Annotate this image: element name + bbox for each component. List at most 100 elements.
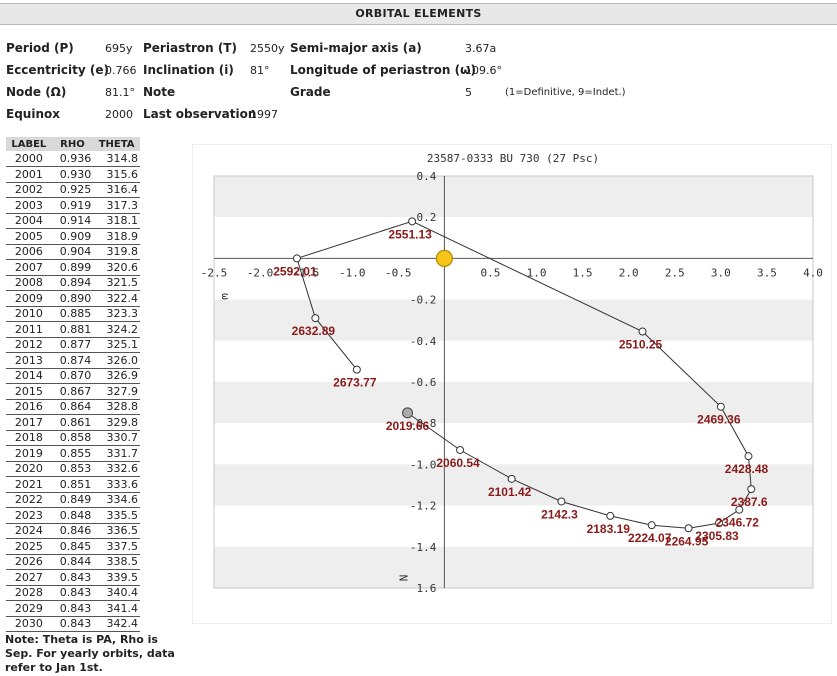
inclination-value: 81° bbox=[250, 64, 270, 77]
x-tick-label: -2.5 bbox=[201, 266, 228, 279]
rho-cell: 0.899 bbox=[51, 259, 94, 276]
longitude-value: 109.6° bbox=[465, 64, 502, 77]
label-cell: 2028 bbox=[6, 585, 52, 601]
theta-cell: 321.5 bbox=[93, 275, 140, 291]
rho-cell: 0.914 bbox=[51, 213, 94, 229]
theta-cell: 329.8 bbox=[93, 414, 140, 431]
orbital-elements-header: ORBITAL ELEMENTS bbox=[0, 3, 837, 25]
theta-cell: 341.4 bbox=[93, 600, 140, 617]
theta-cell: 330.7 bbox=[93, 430, 140, 446]
orbit-point-label: 2592.01 bbox=[273, 264, 317, 278]
periastron-value: 2550y bbox=[250, 42, 285, 55]
theta-cell: 339.5 bbox=[93, 569, 140, 586]
orbit-point bbox=[456, 445, 465, 454]
theta-cell: 317.3 bbox=[93, 197, 140, 214]
label-cell: 2021 bbox=[6, 476, 52, 493]
table-row: 2029 0.843 341.4 bbox=[6, 600, 140, 617]
theta-cell: 318.9 bbox=[93, 228, 140, 245]
grade-value: 5 bbox=[465, 86, 472, 99]
x-tick-label: 3.5 bbox=[757, 266, 777, 279]
ephemeris-header-row: LABEL RHO THETA bbox=[6, 137, 140, 151]
orbit-point bbox=[747, 485, 756, 494]
orbit-point bbox=[647, 521, 656, 530]
table-row: 2005 0.909 318.9 bbox=[6, 228, 140, 245]
rho-cell: 0.858 bbox=[51, 430, 94, 446]
table-row: 2003 0.919 317.3 bbox=[6, 197, 140, 214]
theta-cell: 333.6 bbox=[93, 476, 140, 493]
table-row: 2022 0.849 334.6 bbox=[6, 492, 140, 508]
label-cell: 2027 bbox=[6, 569, 52, 586]
x-tick-label: -1.0 bbox=[339, 266, 366, 279]
rho-cell: 0.855 bbox=[51, 445, 94, 462]
note-label: Note bbox=[143, 85, 176, 99]
theta-cell: 320.6 bbox=[93, 259, 140, 276]
table-row: 2021 0.851 333.6 bbox=[6, 476, 140, 493]
rho-cell: 0.870 bbox=[51, 368, 94, 384]
theta-cell: 326.0 bbox=[93, 352, 140, 369]
rho-cell: 0.843 bbox=[51, 569, 94, 586]
rho-cell: 0.919 bbox=[51, 197, 94, 214]
theta-cell: 315.6 bbox=[93, 166, 140, 183]
label-cell: 2015 bbox=[6, 383, 52, 400]
table-row: 2016 0.864 328.8 bbox=[6, 399, 140, 415]
theta-cell: 328.8 bbox=[93, 399, 140, 415]
x-axis-label: ω bbox=[219, 293, 232, 300]
table-row: 2012 0.877 325.1 bbox=[6, 337, 140, 353]
semimajor-label: Semi-major axis (a) bbox=[290, 41, 422, 55]
table-row: 2026 0.844 338.5 bbox=[6, 554, 140, 570]
label-cell: 2012 bbox=[6, 337, 52, 353]
theta-cell: 318.1 bbox=[93, 213, 140, 229]
table-row: 2009 0.890 322.4 bbox=[6, 290, 140, 307]
label-cell: 2009 bbox=[6, 290, 52, 307]
chart-title: 23587-0333 BU 730 (27 Psc) bbox=[427, 152, 599, 165]
rho-cell: 0.864 bbox=[51, 399, 94, 415]
rho-cell: 0.877 bbox=[51, 337, 94, 353]
label-cell: 2003 bbox=[6, 197, 52, 214]
x-tick-label: 2.0 bbox=[619, 266, 639, 279]
theta-cell: 316.4 bbox=[93, 182, 140, 198]
orbit-point-label: 2142.3 bbox=[541, 507, 578, 521]
label-cell: 2025 bbox=[6, 538, 52, 555]
theta-cell: 337.5 bbox=[93, 538, 140, 555]
y-tick-label: 1.6 bbox=[417, 582, 437, 595]
table-row: 2008 0.894 321.5 bbox=[6, 275, 140, 291]
orbit-point-label: 2101.42 bbox=[488, 485, 532, 499]
table-row: 2019 0.855 331.7 bbox=[6, 445, 140, 462]
rho-cell: 0.930 bbox=[51, 166, 94, 183]
theta-cell: 319.8 bbox=[93, 244, 140, 260]
label-cell: 2010 bbox=[6, 306, 52, 322]
theta-cell: 323.3 bbox=[93, 306, 140, 322]
orbit-point bbox=[408, 217, 417, 226]
y-tick-label: -0.6 bbox=[410, 376, 437, 389]
rho-cell: 0.909 bbox=[51, 228, 94, 245]
orbit-point-label: 2510.25 bbox=[619, 338, 663, 352]
y-tick-label: -0.4 bbox=[410, 335, 437, 348]
grid-band bbox=[214, 176, 813, 218]
theta-cell: 338.5 bbox=[93, 554, 140, 570]
label-cell: 2020 bbox=[6, 461, 52, 477]
label-cell: 2008 bbox=[6, 275, 52, 291]
label-cell: 2029 bbox=[6, 600, 52, 617]
col-label-header: LABEL bbox=[6, 137, 52, 151]
orbit-point-label: 2632.89 bbox=[292, 324, 336, 338]
rho-cell: 0.845 bbox=[51, 538, 94, 555]
node-value: 81.1° bbox=[105, 86, 135, 99]
orbit-plot-svg: 23587-0333 BU 730 (27 Psc) -2.5 -2.0 -1.5 -1… bbox=[201, 152, 823, 595]
period-label: Period (P) bbox=[6, 41, 74, 55]
theta-cell: 332.6 bbox=[93, 461, 140, 477]
table-row: 2025 0.845 337.5 bbox=[6, 538, 140, 555]
y-axis-label: N bbox=[396, 575, 409, 582]
table-row: 2014 0.870 326.9 bbox=[6, 368, 140, 384]
rho-cell: 0.848 bbox=[51, 507, 94, 524]
rho-cell: 0.885 bbox=[51, 306, 94, 322]
table-row: 2018 0.858 330.7 bbox=[6, 430, 140, 446]
orbit-point-label: 2183.19 bbox=[587, 522, 631, 536]
table-row: 2002 0.925 316.4 bbox=[6, 182, 140, 198]
x-tick-label: 4.0 bbox=[803, 266, 823, 279]
theta-cell: 314.8 bbox=[93, 151, 140, 167]
table-row: 2007 0.899 320.6 bbox=[6, 259, 140, 276]
orbit-point bbox=[638, 327, 647, 336]
label-cell: 2006 bbox=[6, 244, 52, 260]
x-tick-label: 2.5 bbox=[665, 266, 685, 279]
orbit-point-label: 2305.83 bbox=[695, 529, 739, 543]
